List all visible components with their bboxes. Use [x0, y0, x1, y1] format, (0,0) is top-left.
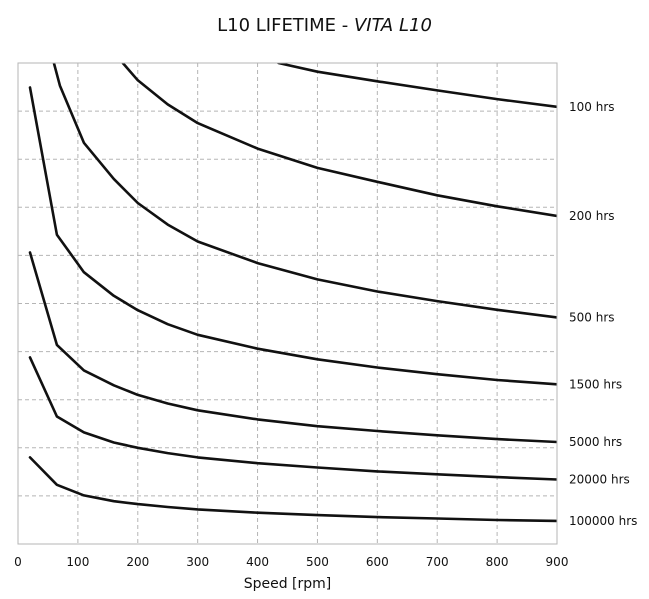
series-labels: 100 hrs 200 hrs 500 hrs 1500 hrs 5000 hrs 200… [569, 100, 637, 528]
grid [18, 63, 557, 544]
series-line-500-hrs [52, 63, 557, 319]
plot-frame [17, 62, 558, 545]
x-tick-label: 0 [14, 555, 22, 569]
series-label-5000-hrs: 5000 hrs [569, 435, 622, 449]
x-tick-label: 500 [306, 555, 329, 569]
series-label-100000-hrs: 100000 hrs [569, 514, 637, 528]
series-label-500-hrs: 500 hrs [569, 310, 615, 324]
series-line-200-hrs [121, 63, 557, 218]
x-tick-label: 300 [186, 555, 209, 569]
x-tick-label: 900 [546, 555, 569, 569]
series-line-5000-hrs [28, 251, 557, 444]
x-tick-label: 400 [246, 555, 269, 569]
series-label-200-hrs: 200 hrs [569, 209, 615, 223]
series-line-100000-hrs [28, 456, 557, 523]
x-tick-label: 700 [426, 555, 449, 569]
chart-title-italic: VITA L10 [353, 15, 432, 36]
series-label-1500-hrs: 1500 hrs [569, 377, 622, 391]
x-tick-label: 800 [486, 555, 509, 569]
series-label-100-hrs: 100 hrs [569, 100, 615, 114]
x-axis-ticks: 0 100 200 300 400 500 600 700 800 900 [14, 555, 568, 569]
series-lines [28, 63, 557, 523]
series-line-100-hrs [277, 63, 557, 109]
series-label-20000-hrs: 20000 hrs [569, 473, 630, 487]
x-axis-label: Speed [rpm] [244, 576, 332, 592]
x-tick-label: 100 [66, 555, 89, 569]
x-tick-label: 600 [366, 555, 389, 569]
x-tick-label: 200 [126, 555, 149, 569]
chart-title: L10 LIFETIME - VITA L10 [0, 14, 649, 38]
series-line-1500-hrs [28, 86, 557, 386]
series-line-20000-hrs [28, 356, 557, 481]
chart-title-prefix: L10 LIFETIME - [217, 15, 354, 36]
